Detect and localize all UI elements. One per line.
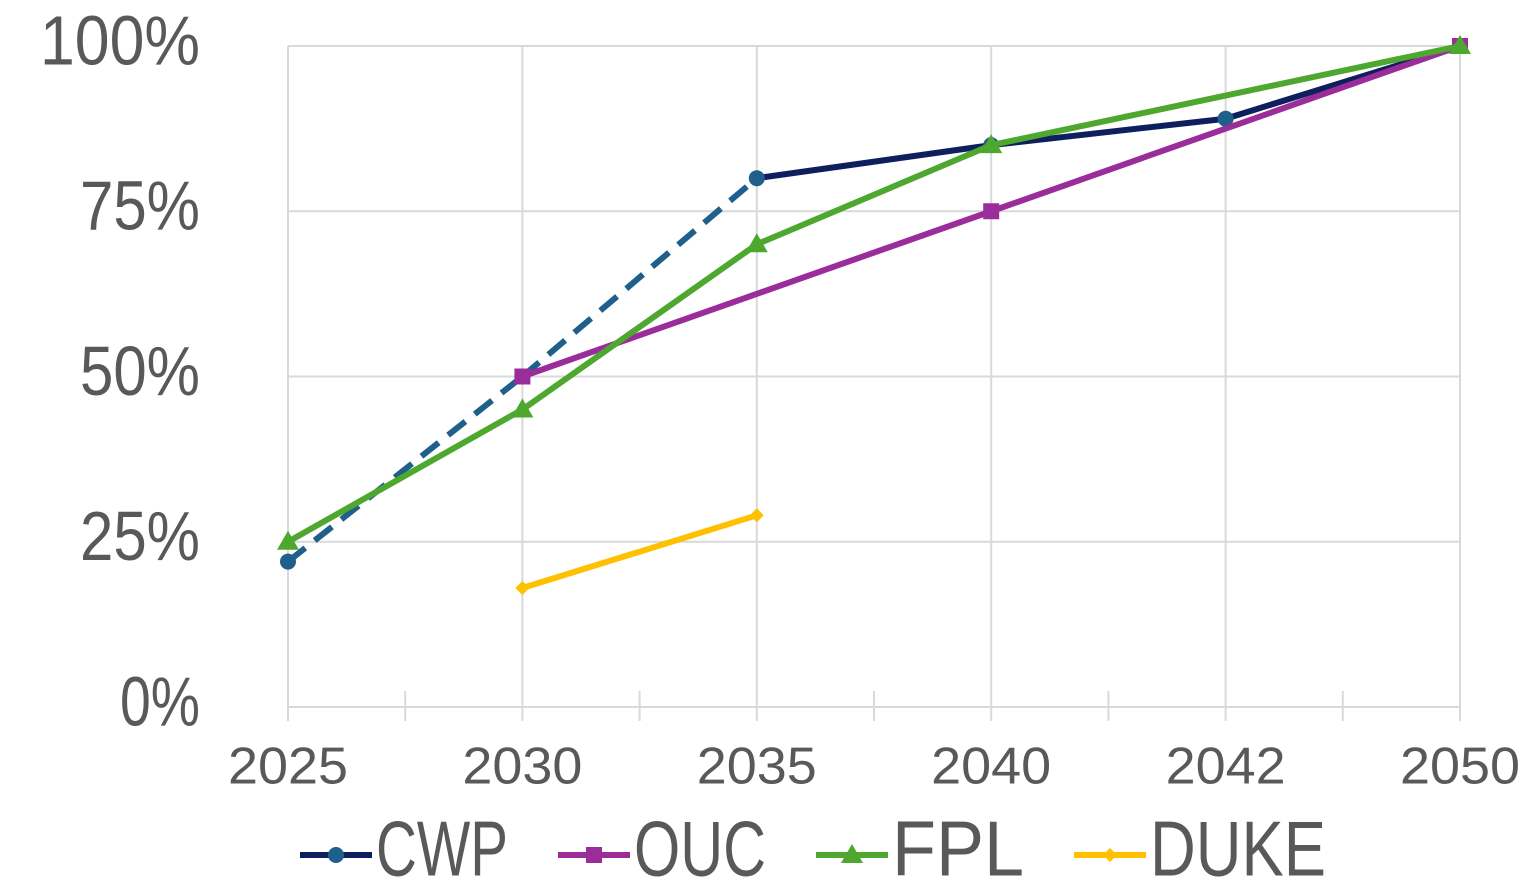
series-line [286,374,525,564]
marker [515,581,530,596]
legend-marker [1103,848,1117,862]
series-line [521,208,993,380]
y-tick-label: 25% [80,497,200,575]
marker [983,203,1000,220]
x-tick-label: 2025 [228,738,348,796]
legend-label: CWP [376,805,508,890]
marker [1217,110,1234,127]
marker [511,398,534,418]
marker [280,553,296,570]
legend-marker [328,847,344,863]
series-line [520,241,759,413]
marker [980,134,1003,154]
x-tick-label: 2040 [931,738,1051,796]
legend-label: OUC [634,805,766,890]
marker [745,233,768,253]
legend-marker [841,844,863,863]
series-line [521,512,758,591]
x-tick-label: 2050 [1400,738,1520,796]
marker [748,170,765,187]
x-tick-label: 2030 [462,738,582,796]
y-tick-label: 75% [80,167,200,245]
y-tick-label: 0% [120,662,200,740]
x-tick-label: 2035 [697,738,817,796]
series-line [520,175,759,379]
series-line [755,142,993,248]
marker [749,508,764,523]
marker [1449,35,1471,54]
marker [277,530,299,550]
legend-label: FPL [892,805,1024,890]
series-line [756,142,992,182]
y-tick-label: 100% [40,1,200,79]
series-line [990,43,1461,215]
series-line [990,43,1461,149]
legend-label: DUKE [1150,805,1326,890]
y-tick-label: 50% [80,332,200,410]
marker [514,368,531,385]
x-tick-label: 2042 [1166,738,1286,796]
series-line [990,115,1226,149]
legend-marker [586,847,602,863]
series-line [286,406,524,545]
